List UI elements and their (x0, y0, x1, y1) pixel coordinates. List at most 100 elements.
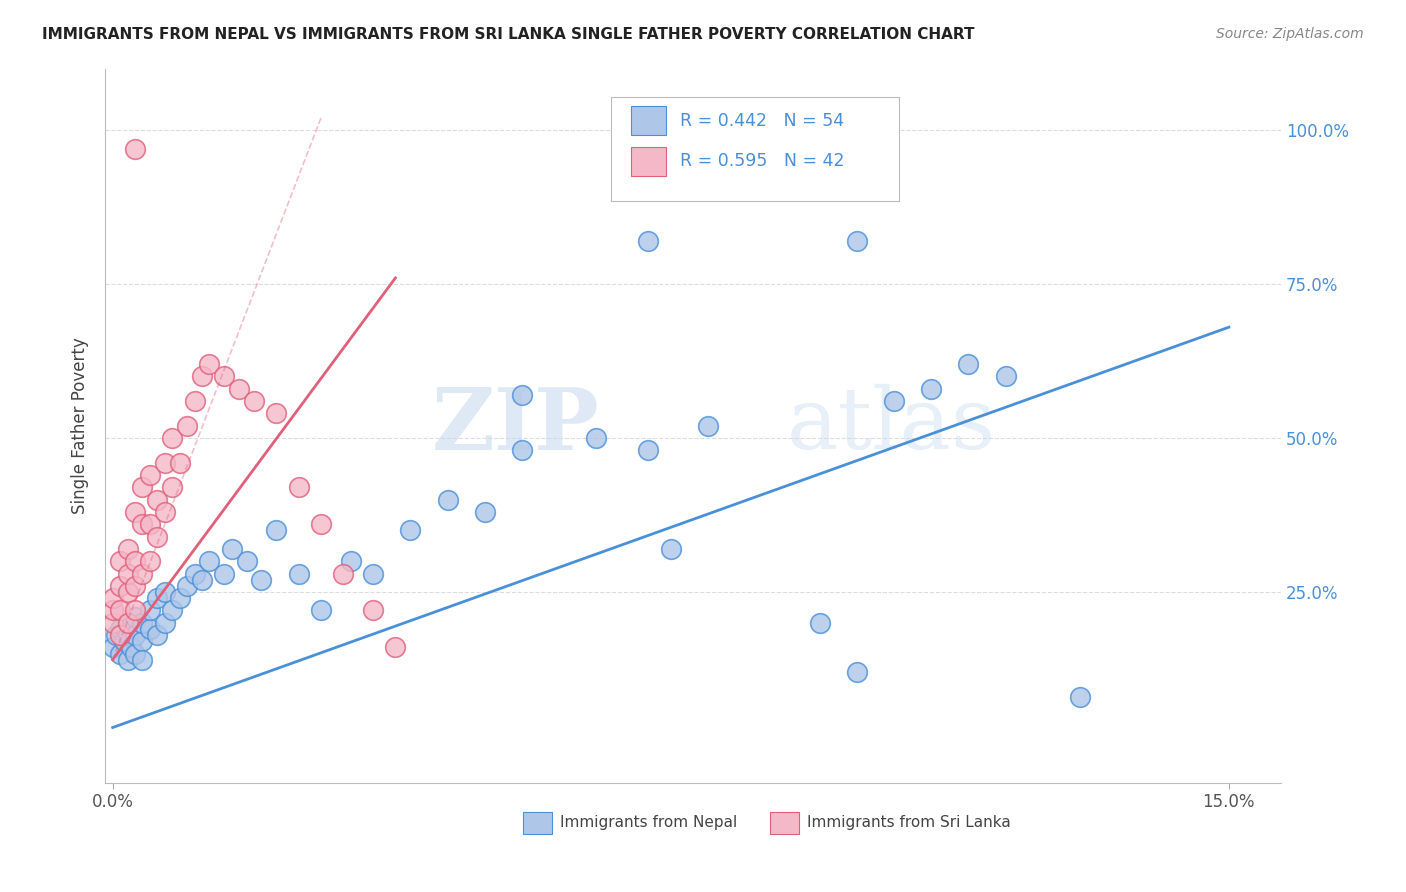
Point (287, 480, 309, 494)
Point (120, 640, 142, 655)
Point (309, 517, 332, 532)
Point (808, 615, 831, 630)
Point (183, 566, 205, 581)
Point (108, 554, 131, 568)
Point (101, 640, 124, 655)
Point (131, 653, 153, 667)
Point (105, 628, 128, 642)
Point (191, 369, 214, 384)
Point (160, 431, 183, 445)
Point (250, 573, 273, 587)
Point (266, 524, 288, 538)
Point (183, 394, 205, 409)
Point (124, 579, 146, 593)
Point (637, 443, 659, 458)
Point (160, 480, 183, 494)
Point (131, 634, 153, 648)
Point (124, 647, 146, 661)
Point (169, 591, 191, 606)
Point (474, 505, 496, 519)
Point (845, 665, 868, 679)
Point (117, 628, 139, 642)
Point (101, 615, 124, 630)
Point (214, 369, 236, 384)
Point (243, 394, 266, 409)
Point (124, 609, 146, 624)
Point (108, 579, 131, 593)
Point (153, 615, 176, 630)
Point (235, 554, 257, 568)
Point (139, 554, 162, 568)
Point (266, 406, 288, 420)
Point (117, 615, 139, 630)
Point (139, 468, 162, 483)
Point (637, 234, 659, 248)
Point (399, 524, 422, 538)
Point (198, 554, 221, 568)
Point (112, 634, 135, 648)
Text: ZIP: ZIP (432, 384, 599, 467)
Point (139, 622, 162, 636)
Point (191, 573, 214, 587)
Point (139, 517, 162, 532)
Point (957, 357, 980, 371)
Point (124, 142, 146, 156)
Point (117, 541, 139, 556)
Point (108, 647, 131, 661)
Point (994, 369, 1017, 384)
Point (131, 517, 153, 532)
Point (160, 603, 183, 617)
Text: Source: ZipAtlas.com: Source: ZipAtlas.com (1216, 27, 1364, 41)
Point (124, 628, 146, 642)
Point (361, 603, 384, 617)
Point (131, 566, 153, 581)
Point (697, 418, 720, 433)
Point (845, 234, 868, 248)
Point (585, 431, 607, 445)
Point (108, 603, 131, 617)
Point (146, 530, 169, 544)
Point (1069, 690, 1091, 704)
Text: IMMIGRANTS FROM NEPAL VS IMMIGRANTS FROM SRI LANKA SINGLE FATHER POVERTY CORRELA: IMMIGRANTS FROM NEPAL VS IMMIGRANTS FROM… (42, 27, 974, 42)
Text: R = 0.595   N = 42: R = 0.595 N = 42 (681, 153, 845, 170)
Point (361, 566, 384, 581)
Point (883, 394, 905, 409)
FancyBboxPatch shape (523, 812, 553, 834)
Text: atlas: atlas (787, 384, 997, 467)
Point (131, 615, 153, 630)
FancyBboxPatch shape (631, 147, 666, 176)
Point (221, 541, 243, 556)
Point (139, 603, 162, 617)
Point (510, 388, 533, 402)
Point (332, 566, 354, 581)
Point (176, 418, 198, 433)
Point (108, 622, 131, 636)
Point (117, 585, 139, 599)
Point (124, 554, 146, 568)
Point (176, 579, 198, 593)
Point (309, 603, 332, 617)
Point (146, 628, 169, 642)
Point (920, 382, 942, 396)
Point (131, 480, 153, 494)
Point (101, 603, 124, 617)
Point (101, 591, 124, 606)
Point (117, 615, 139, 630)
Point (228, 382, 250, 396)
Point (198, 357, 221, 371)
Point (339, 554, 361, 568)
FancyBboxPatch shape (631, 106, 666, 135)
Text: Immigrants from Sri Lanka: Immigrants from Sri Lanka (807, 815, 1011, 830)
Point (287, 566, 309, 581)
Y-axis label: Single Father Poverty: Single Father Poverty (72, 337, 89, 514)
Point (117, 566, 139, 581)
Text: Immigrants from Nepal: Immigrants from Nepal (560, 815, 738, 830)
Point (153, 585, 176, 599)
Point (436, 492, 458, 507)
Point (153, 505, 176, 519)
Point (510, 443, 533, 458)
Point (124, 505, 146, 519)
FancyBboxPatch shape (769, 812, 799, 834)
FancyBboxPatch shape (610, 97, 898, 201)
Point (153, 456, 176, 470)
